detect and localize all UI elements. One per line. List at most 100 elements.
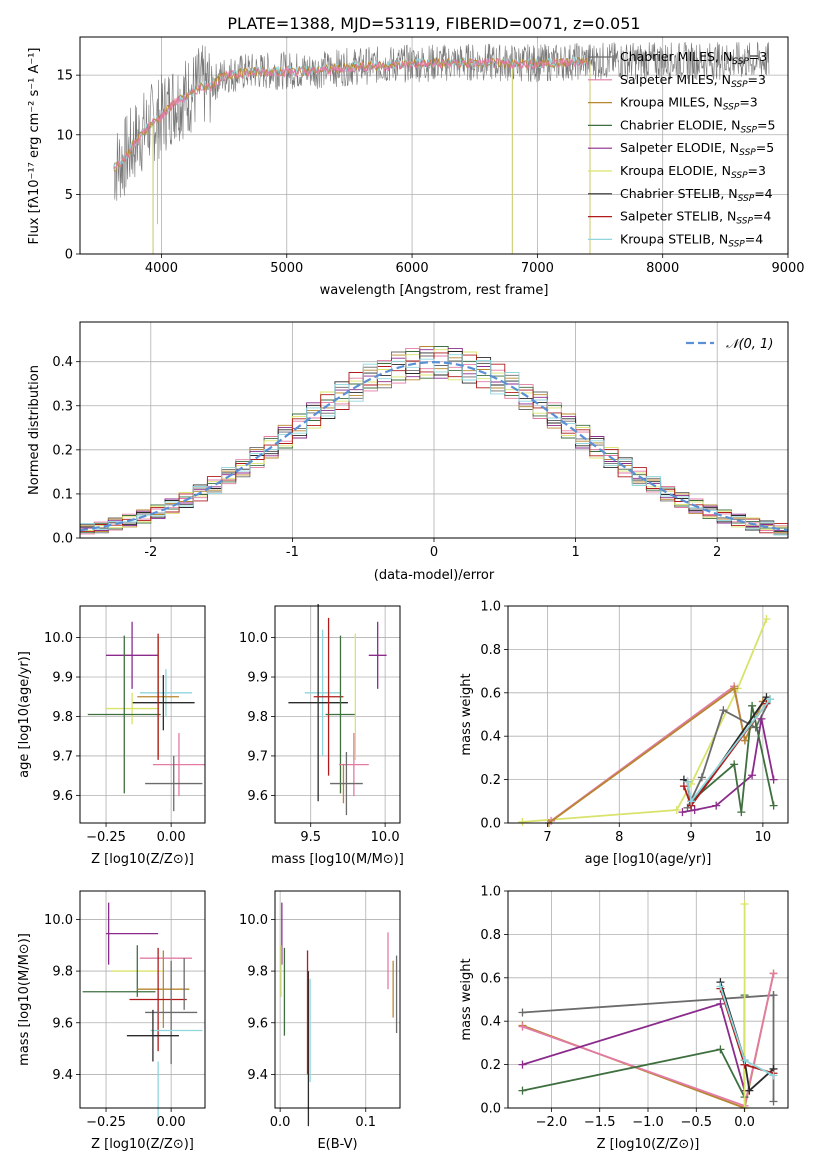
series-marker [730,760,739,769]
y-tick-label: 0.0 [480,1102,501,1117]
series-line [548,686,764,824]
x-axis-label: mass [log10(M/M⊙)] [271,852,404,867]
histogram-panel: 𝒩(0, 1) -2 -1 0 1 2 0.0 0.1 0.2 0.3 0.4 (data-model… [27,321,789,583]
series-marker [712,801,721,810]
y-tick-label: 0.6 [480,686,501,701]
x-axis-label: Z [log10(Z/Z⊙)] [91,852,194,867]
x-tick-label: 7 [543,830,551,845]
x-tick-label: −2.0 [536,1115,568,1130]
y-axis-label: mass weight [459,673,474,755]
plot-frame [79,890,206,1109]
y-tick-label: 9.7 [247,749,268,764]
series-marker [762,615,771,624]
legend-label: Salpeter MILES, NSSP=3 [620,72,766,90]
x-tick-label: −0.25 [86,830,126,845]
y-tick-label: 9.9 [247,671,268,686]
x-tick-label: 0 [430,545,438,560]
series-marker [757,714,766,723]
series-marker [769,991,778,1000]
series-marker [687,797,696,806]
series-marker [697,773,706,782]
y-tick-label: 0.8 [480,928,501,943]
y-axis-label: Normed distribution [27,365,42,495]
series-marker [730,684,739,693]
y-tick-label: 10 [56,128,73,143]
age-vs-Z-panel: −0.25 0.00 9.6 9.7 9.8 9.9 10.0 Z [log10(Z/Z⊙)]… [17,605,206,867]
massweight-vs-Z-panel: −2.0 −1.5 −1.0 −0.5 0.0 0.0 0.2 0.4 0.6 0.8 1.0 Z [… [459,885,789,1152]
y-tick-label: 0.4 [480,730,501,745]
age-vs-mass-panel: 9.5 10.0 9.6 9.7 9.8 9.9 10.0 mass [log10(M/M⊙)… [239,604,404,867]
series-marker [769,775,778,784]
series-marker [716,982,725,991]
series-marker [748,701,757,710]
y-axis-label: mass [log10(M/M⊙)] [17,933,32,1066]
series-marker [769,1097,778,1106]
y-tick-label: 5 [65,188,73,203]
series-marker [672,805,681,814]
x-tick-label: 5000 [270,261,303,276]
y-tick-label: 0.2 [480,773,501,788]
x-tick-label: 1 [571,545,579,560]
mass-vs-EBV-panel: 0.0 0.1 9.4 9.6 9.8 10.0 E(B-V) [239,890,401,1152]
y-tick-label: 0.0 [52,532,73,547]
histogram-step [80,354,788,536]
x-axis-label: age [log10(age/yr)] [585,852,712,867]
legend-label: Kroupa MILES, NSSP=3 [620,95,758,113]
plot-frame [79,36,789,255]
series-marker [740,1056,749,1065]
y-tick-label: 0.6 [480,971,501,986]
x-tick-label: -1 [286,545,299,560]
series-marker [769,801,778,810]
y-tick-label: 0.4 [480,1015,501,1030]
y-tick-label: 9.4 [52,1068,73,1083]
y-tick-label: 9.8 [247,710,268,725]
series-marker [745,1086,754,1095]
y-tick-label: 9.9 [52,671,73,686]
x-axis-label: Z [log10(Z/Z⊙)] [597,1137,700,1152]
plot-frame [274,890,401,1109]
x-tick-label: 0.0 [270,1115,291,1130]
x-axis-label: Z [log10(Z/Z⊙)] [91,1137,194,1152]
legend-label: Chabrier ELODIE, NSSP=5 [620,117,775,135]
y-tick-label: 0.1 [52,487,73,502]
x-tick-label: 0.00 [157,830,186,845]
y-tick-label: 0 [65,248,73,263]
series-marker [769,1071,778,1080]
x-tick-label: -2 [144,545,157,560]
y-tick-label: 10.0 [239,913,268,928]
y-tick-label: 0.3 [52,399,73,414]
normal-curve [79,360,789,532]
series-marker [690,805,699,814]
spectrum-legend: Chabrier MILES, NSSP=3 Salpeter MILES, NS… [588,49,775,249]
x-tick-label: 8000 [646,261,679,276]
series-marker [716,999,725,1008]
massweight-vs-age-panel: 7 8 9 10 0.0 0.2 0.4 0.6 0.8 1.0 age [log10(age/yr… [459,600,789,867]
x-tick-label: 7000 [521,261,554,276]
series-marker [518,817,527,826]
x-tick-label: 0.1 [355,1115,376,1130]
y-tick-label: 9.7 [52,749,73,764]
y-tick-label: 0.2 [52,443,73,458]
y-tick-label: 9.8 [247,965,268,980]
x-tick-label: 10 [755,830,772,845]
series-marker [740,736,749,745]
x-axis-label: wavelength [Angstrom, rest frame] [320,283,549,298]
mass-vs-Z-panel: −0.25 0.00 9.4 9.6 9.8 10.0 Z [log10(Z/Z⊙)] mas… [17,890,206,1152]
x-tick-label: 2 [713,545,721,560]
x-tick-label: 9000 [771,261,804,276]
x-tick-label: −1.0 [632,1115,664,1130]
y-tick-label: 10.0 [44,631,73,646]
legend-label: Chabrier STELIB, NSSP=4 [620,186,773,204]
plot-frame [507,605,789,824]
series-line [550,684,764,822]
x-tick-label: 0.00 [157,1115,186,1130]
y-tick-label: 9.6 [247,1016,268,1031]
legend-label: Kroupa STELIB, NSSP=4 [620,231,763,249]
x-tick-label: 10.0 [371,830,400,845]
y-tick-label: 9.6 [52,789,73,804]
series-line [522,1002,746,1091]
series-marker [716,1045,725,1054]
x-axis-label: E(B-V) [317,1137,357,1152]
